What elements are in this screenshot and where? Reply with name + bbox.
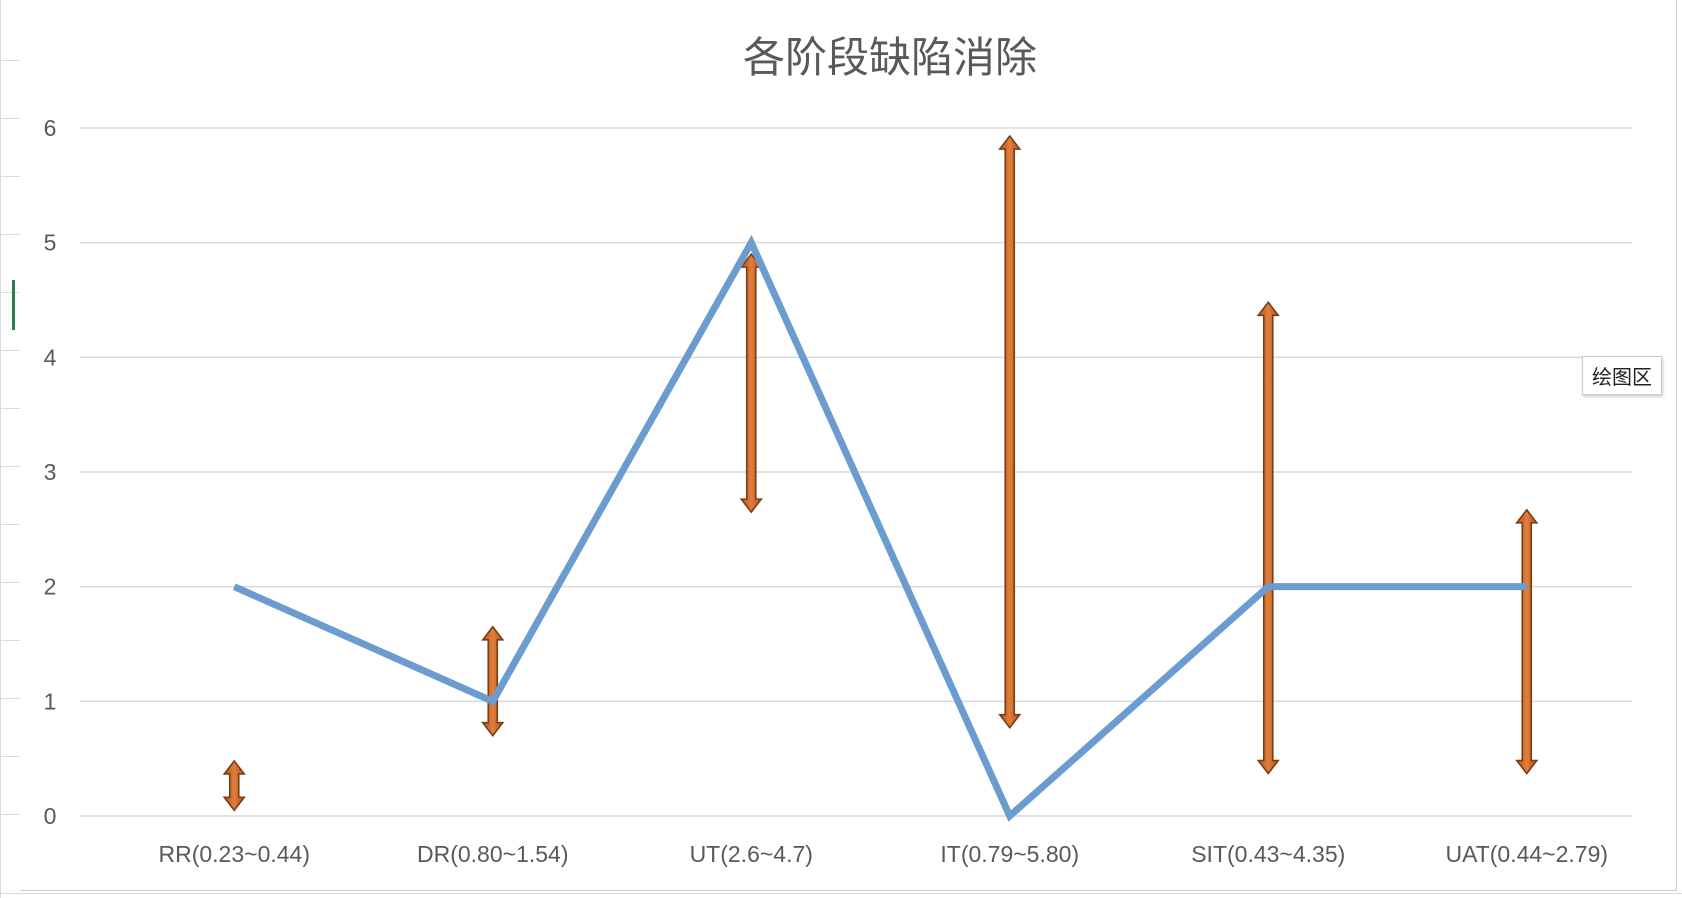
y-tick-label: 0 — [44, 803, 57, 829]
sheet-gridline — [0, 176, 20, 177]
x-tick-label: UAT(0.44~2.79) — [1445, 841, 1608, 867]
sheet-gridline — [0, 292, 20, 293]
sheet-gridline — [0, 814, 20, 815]
x-tick-label: UT(2.6~4.7) — [690, 841, 813, 867]
x-tick-label: IT(0.79~5.80) — [940, 841, 1079, 867]
sheet-gridline — [0, 524, 20, 525]
range-arrow[interactable] — [998, 134, 1022, 730]
sheet-gridline — [0, 60, 20, 61]
y-axis-tick-labels: 0 1 2 3 4 5 6 — [44, 115, 57, 829]
sheet-gridline — [0, 466, 20, 467]
sheet-gridline — [0, 893, 1682, 894]
y-tick-label: 2 — [44, 574, 57, 600]
plot-area-tooltip: 绘图区 — [1582, 356, 1662, 395]
range-arrow[interactable] — [739, 252, 763, 514]
gridlines — [80, 127, 1632, 817]
y-tick-label: 4 — [44, 344, 57, 370]
sheet-gridline — [0, 350, 20, 351]
range-arrow[interactable] — [1515, 508, 1539, 775]
range-arrows[interactable] — [222, 134, 1539, 812]
chart-area[interactable]: 各阶段缺陷消除 0 1 2 3 4 5 6 RR(0.23~0.44) DR(0.80~1.5… — [20, 0, 1677, 891]
range-arrow[interactable] — [481, 625, 505, 738]
y-tick-label: 1 — [44, 688, 57, 714]
sheet-gridline — [0, 118, 20, 119]
range-arrow[interactable] — [1256, 300, 1280, 775]
x-tick-label: DR(0.80~1.54) — [417, 841, 569, 867]
range-arrow[interactable] — [222, 759, 246, 812]
sheet-gridline — [0, 408, 20, 409]
y-tick-label: 6 — [44, 115, 57, 141]
series-line[interactable] — [232, 234, 1527, 822]
selected-cell-marker — [12, 280, 15, 330]
chart-svg[interactable]: 各阶段缺陷消除 0 1 2 3 4 5 6 RR(0.23~0.44) DR(0.80~1.5… — [20, 0, 1676, 890]
sheet-gridline — [0, 698, 20, 699]
sheet-gridline — [0, 0, 1, 898]
sheet-gridline — [0, 582, 20, 583]
sheet-gridline — [0, 756, 20, 757]
sheet-gridline — [0, 234, 20, 235]
chart-title[interactable]: 各阶段缺陷消除 — [743, 33, 1037, 82]
sheet-gridline — [0, 640, 20, 641]
x-tick-label: SIT(0.43~4.35) — [1191, 841, 1345, 867]
y-tick-label: 3 — [44, 459, 57, 485]
y-tick-label: 5 — [44, 230, 57, 256]
series-line-layer[interactable] — [232, 234, 1527, 822]
x-tick-label: RR(0.23~0.44) — [159, 841, 311, 867]
x-axis-tick-labels: RR(0.23~0.44) DR(0.80~1.54) UT(2.6~4.7) IT(… — [159, 841, 1609, 867]
